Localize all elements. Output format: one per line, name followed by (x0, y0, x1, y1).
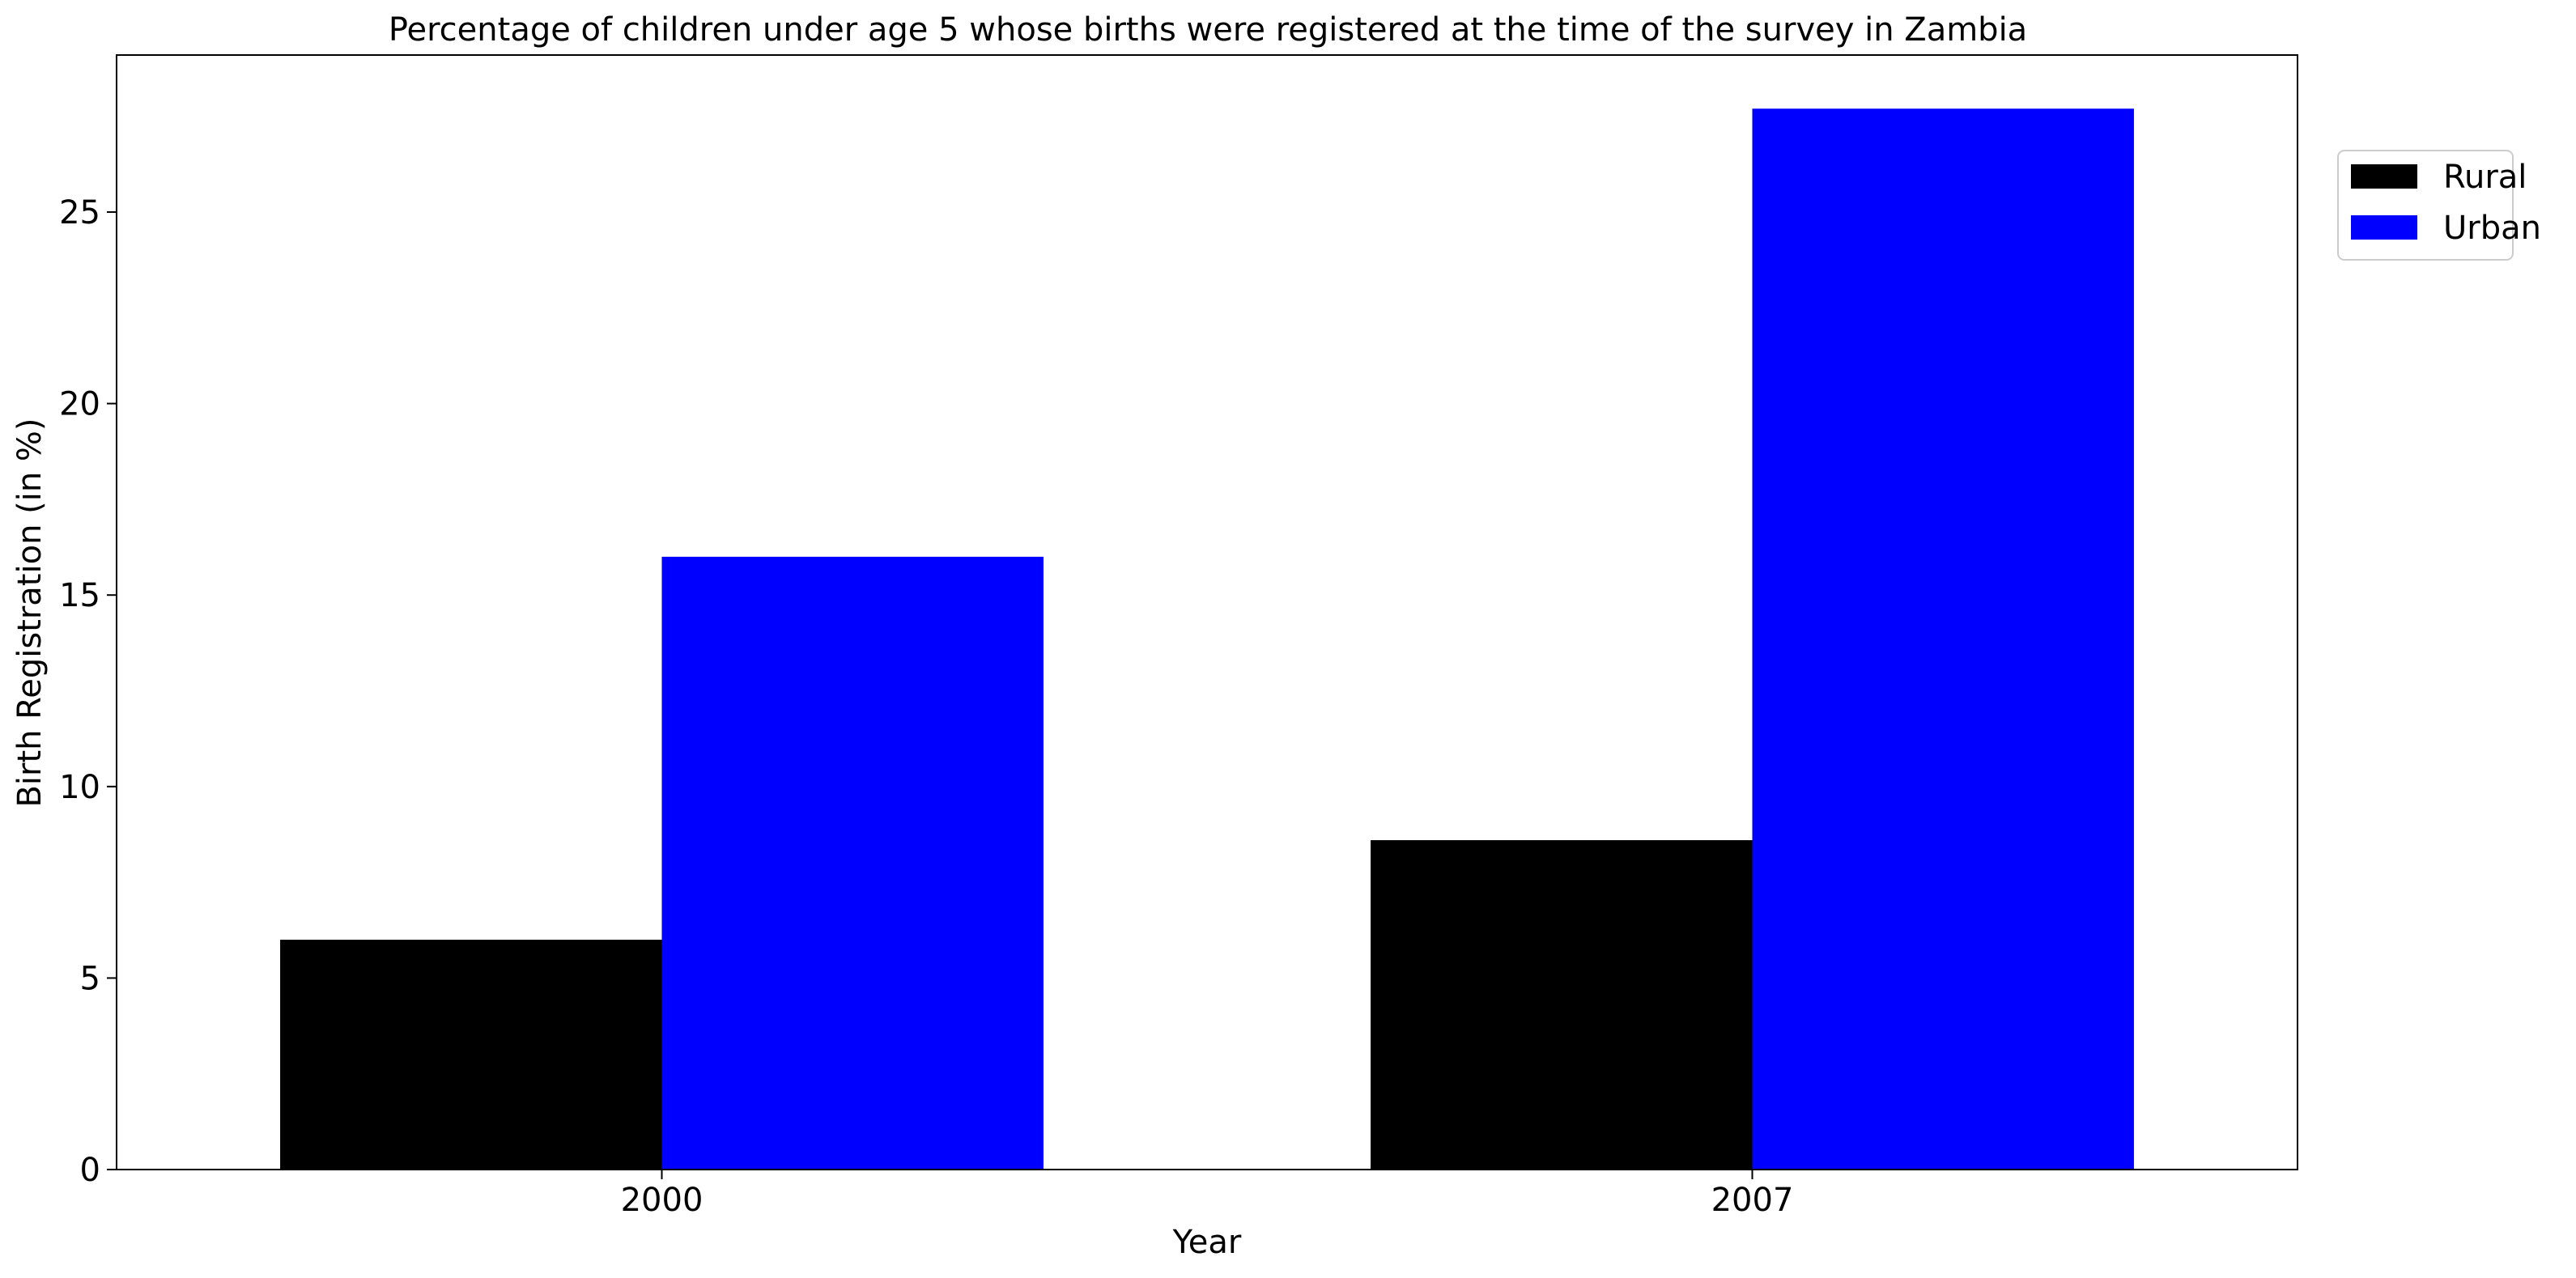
bar-urban-2000 (661, 556, 1044, 1170)
y-tick-label: 15 (59, 577, 100, 614)
chart-title: Percentage of children under age 5 whose… (389, 11, 2027, 49)
y-tick-label: 20 (59, 386, 100, 423)
y-tick-label: 25 (59, 194, 100, 231)
bar-rural-2000 (280, 940, 662, 1170)
legend-label-urban: Urban (2443, 210, 2541, 247)
legend-items: Rural Urban (2351, 159, 2541, 247)
legend-swatch-urban (2351, 215, 2417, 240)
legend-label-rural: Rural (2443, 159, 2527, 196)
y-axis-label: Birth Registration (in %) (11, 418, 49, 807)
plot-area-frame (116, 54, 2298, 1170)
y-tick-label: 10 (59, 769, 100, 806)
bar-urban-2007 (1752, 108, 2134, 1170)
x-axis-ticks: 2000 2007 (621, 1170, 1794, 1219)
y-tick-label: 5 (80, 960, 100, 997)
bar-rural-2007 (1371, 840, 1753, 1170)
legend-swatch-rural (2351, 164, 2417, 189)
x-axis-label: Year (1172, 1224, 1242, 1261)
x-tick-label: 2000 (621, 1182, 704, 1219)
x-tick-label: 2007 (1711, 1182, 1794, 1219)
bars-group (280, 108, 2134, 1170)
legend: Rural Urban (2337, 150, 2541, 261)
y-axis-ticks: 0 5 10 15 20 25 (59, 194, 117, 1189)
y-tick-label: 0 (80, 1152, 100, 1189)
